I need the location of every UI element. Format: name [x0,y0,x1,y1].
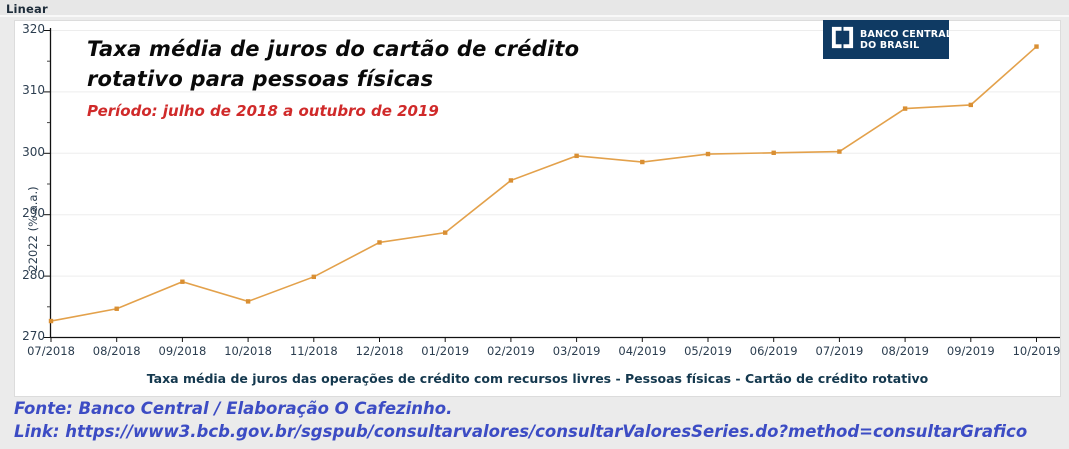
data-point [114,306,119,311]
data-point [377,240,382,245]
chart-title-line2: rotativo para pessoas físicas [87,67,434,91]
y-axis-title: 22022 (% a.a.) [26,186,40,272]
x-tick-label: 10/2019 [1012,344,1061,358]
linear-scale-toggle[interactable]: Linear [6,2,48,16]
bcb-logo-text-line2: DO BRASIL [860,39,920,51]
y-tick-label: 310 [22,83,45,98]
x-tick-label: 09/2019 [946,344,995,358]
y-tick-label: 320 [22,22,45,36]
series-caption: Taxa média de juros das operações de cré… [146,371,929,386]
data-point [180,279,185,284]
bcb-logo-icon [830,24,855,55]
bcb-logo-text-line1: BANCO CENTRAL [860,28,953,40]
chart-panel [14,20,1061,397]
x-tick-label: 07/2019 [815,344,864,358]
chart-title: Taxa média de juros do cartão de crédito… [87,34,579,94]
y-tick-label: 280 [22,267,45,282]
x-tick-label: 11/2018 [289,344,338,358]
data-point [311,274,316,280]
x-tick-label: 12/2018 [355,344,404,358]
chart-title-line1: Taxa média de juros do cartão de crédito [87,37,580,61]
x-tick-label: 07/2018 [27,344,75,358]
bcb-logo: BANCO CENTRAL DO BRASIL [823,20,953,59]
footer-link-text: Link: https://www3.bcb.gov.br/sgspub/con… [14,422,1028,441]
data-point [48,318,54,324]
x-tick-label: 10/2018 [224,344,272,358]
x-tick-label: 08/2018 [92,344,141,358]
x-tick-label: 05/2019 [684,344,732,358]
y-tick-label: 270 [22,329,45,343]
chart-subtitle: Período: julho de 2018 a outubro de 2019 [87,102,439,120]
data-point [245,299,251,304]
y-tick-label: 290 [22,206,45,221]
x-tick-label: 09/2018 [158,344,207,358]
data-point [574,153,579,159]
x-tick-label: 03/2019 [552,344,601,358]
data-point [508,178,514,183]
data-point [902,106,908,111]
data-point [837,149,842,154]
toolbar: Linear [0,0,1069,17]
footer-source-text: Fonte: Banco Central / Elaboração O Cafe… [14,399,453,418]
x-tick-label: 06/2019 [749,344,798,358]
data-point [1034,44,1039,49]
x-tick-label: 08/2019 [881,344,929,358]
x-tick-label: 01/2019 [421,344,470,358]
data-point [771,150,776,155]
data-point [968,102,973,108]
x-tick-label: 04/2019 [618,344,667,358]
data-point [705,151,711,157]
data-point [443,230,448,235]
series-line [50,45,1038,322]
y-tick-label: 300 [22,144,45,159]
x-tick-label: 02/2019 [487,344,535,358]
data-point [640,159,645,165]
